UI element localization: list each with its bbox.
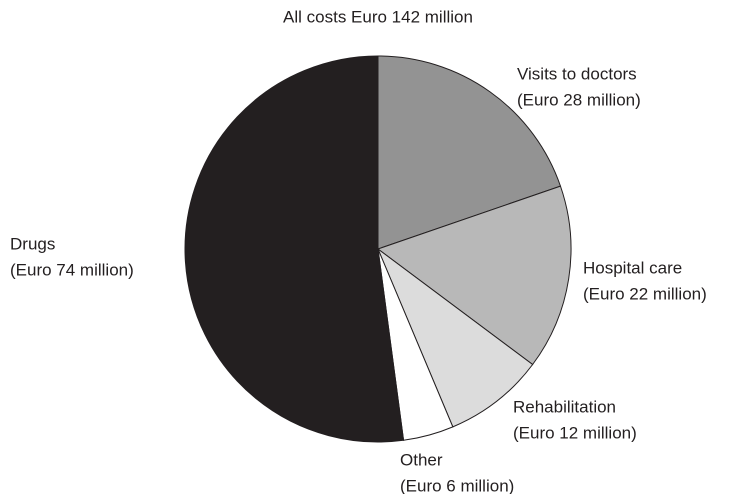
slice-label: Visits to doctors xyxy=(517,64,637,83)
pie-slice xyxy=(184,55,405,443)
slice-label: Other xyxy=(400,450,443,469)
slice-value-label: (Euro 74 million) xyxy=(10,260,134,279)
chart-title: All costs Euro 142 million xyxy=(283,7,473,26)
pie-slice xyxy=(376,247,534,428)
slice-value-label: (Euro 22 million) xyxy=(583,284,707,303)
slice-label: Rehabilitation xyxy=(513,397,616,416)
slice-label: Drugs xyxy=(10,234,55,253)
slice-value-label: (Euro 6 million) xyxy=(400,476,514,494)
pie-slice xyxy=(377,55,562,250)
slice-value-label: (Euro 12 million) xyxy=(513,423,637,442)
slice-label: Hospital care xyxy=(583,258,682,277)
pie-slice xyxy=(376,185,572,366)
slice-value-label: (Euro 28 million) xyxy=(517,90,641,109)
